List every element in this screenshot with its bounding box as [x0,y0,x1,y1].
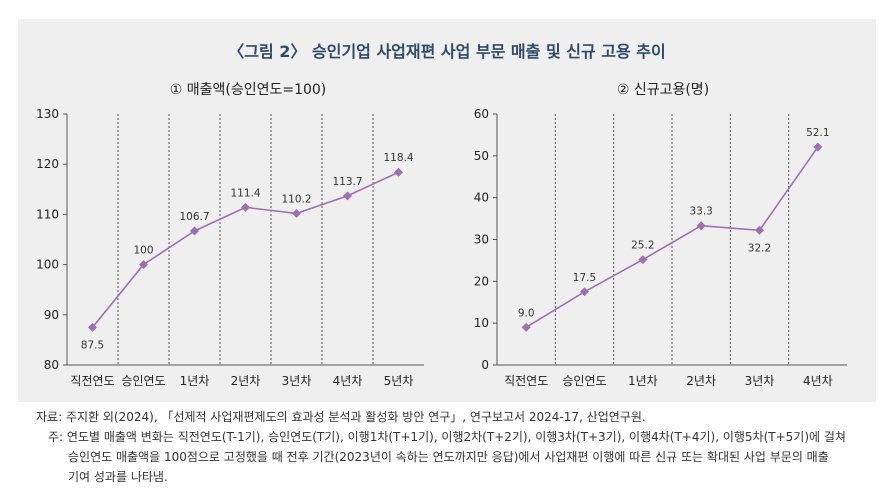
chart2-data-label: 32.2 [748,242,771,254]
chart2-y-tick-label: 30 [474,233,489,247]
chart1-y-tick-label: 80 [44,358,59,372]
chart1-y-tick-label: 130 [36,107,59,121]
chart2-data-point [755,225,764,235]
chart1-y-tick-label: 110 [36,207,59,221]
chart2-data-point [813,142,823,152]
note-line-3: 기여 성과를 나타냄. [68,470,168,484]
chart-sales: 80 90 100 110 120 130 직전연도 승인연도 1년차 2년차 3년차 4년차 5년차 8… [36,107,424,388]
chart2-y-tick-label: 50 [474,149,489,163]
chart1-data-point [394,167,403,177]
chart1-y-tick-label: 120 [36,157,59,171]
chart2-data-label: 9.0 [518,307,535,319]
chart2-x-tick-label: 3년차 [745,374,775,388]
chart-employment: 0 10 20 30 40 50 60 직전연도 승인연도 1년차 2년차 3년차 4년차 9.0 17.5… [474,107,847,388]
chart1-data-label: 87.5 [81,339,104,351]
chart1-x-tick-label: 4년차 [333,374,363,388]
chart2-y-tick-label: 20 [474,274,489,288]
chart2-y-tick-label: 10 [474,316,489,330]
chart1-data-point [190,226,199,236]
figure-title: 〈그림 2〉 승인기업 사업재편 사업 부문 매출 및 신규 고용 추이 [228,42,666,61]
note-line-2: 승인연도 매출액을 100점으로 고정했을 때 전후 기간(2023년이 속하는… [68,450,829,464]
chart1-x-tick-label: 2년차 [231,374,261,388]
chart1-data-point [241,202,250,212]
chart2-data-point [521,322,531,332]
chart1-x-tick-label: 1년차 [180,374,210,388]
chart1-data-label: 111.4 [230,187,260,199]
source-text: 자료: 주지환 외(2024), 「선제적 사업재편제도의 효과성 분석과 활성… [36,410,646,424]
chart1-x-tick-label: 3년차 [282,374,312,388]
chart2-x-tick-label: 승인연도 [562,374,606,388]
chart2-y-tick-label: 0 [481,358,489,372]
chart1-data-label: 110.2 [281,193,311,205]
chart2-data-label: 52.1 [806,127,829,139]
chart2-x-tick-label: 1년차 [628,374,658,388]
chart1-data-point [88,322,97,332]
chart1-x-tick-label: 직전연도 [70,374,114,388]
chart2-x-tick-label: 4년차 [803,374,833,388]
chart-2-title: ② 신규고용(명) [616,82,710,98]
chart2-y-tick-label: 40 [474,191,489,205]
chart2-data-point [638,255,648,265]
chart-1-title: ① 매출액(승인연도=100) [169,82,327,98]
chart1-x-tick-label: 승인연도 [121,374,165,388]
chart2-y-tick-label: 60 [474,107,489,121]
chart2-series-line [525,146,819,329]
chart2-data-label: 17.5 [573,272,596,284]
note-line-1: 주: 연도별 매출액 변화는 직전연도(T-1기), 승인연도(T기), 이행1… [48,430,846,444]
chart2-x-tick-label: 2년차 [686,374,716,388]
chart2-data-point [696,221,706,231]
chart1-y-tick-label: 100 [36,258,59,272]
chart2-data-label: 25.2 [631,240,654,252]
figure-panel: 〈그림 2〉 승인기업 사업재편 사업 부문 매출 및 신규 고용 추이 ① 매… [18,19,876,402]
chart2-x-tick-label: 직전연도 [504,374,548,388]
chart1-data-label: 106.7 [179,211,209,223]
chart2-data-point [580,287,589,297]
chart1-data-label: 118.4 [383,152,413,164]
chart1-data-point [139,260,148,270]
chart1-x-tick-label: 5년차 [384,374,414,388]
chart1-data-label: 100 [133,245,153,257]
chart1-data-point [343,191,352,201]
chart2-data-label: 33.3 [689,206,712,218]
chart1-data-label: 113.7 [332,176,362,188]
chart1-y-tick-label: 90 [44,308,59,322]
chart1-data-point [292,208,301,218]
